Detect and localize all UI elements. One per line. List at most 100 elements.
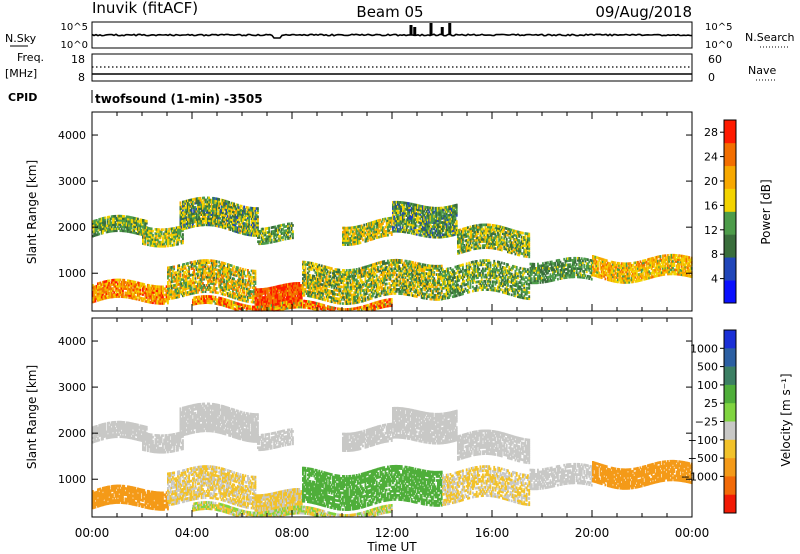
power-cell <box>422 207 424 211</box>
power-cell <box>450 205 453 208</box>
power-cell <box>232 206 234 210</box>
power-cell <box>175 234 178 238</box>
power-cell <box>182 225 184 229</box>
power-cell <box>222 226 224 229</box>
power-cell <box>97 231 99 234</box>
power-cell <box>113 219 116 222</box>
power-cell <box>377 236 379 239</box>
power-cell <box>393 219 396 223</box>
power-cell <box>125 221 128 225</box>
power-cell <box>267 235 269 238</box>
power-cell <box>290 228 293 232</box>
power-cell <box>257 211 259 215</box>
power-cell <box>168 238 171 241</box>
power-cell <box>238 222 241 226</box>
power-cell <box>409 225 412 229</box>
power-cell <box>449 211 452 215</box>
power-cell <box>160 228 163 232</box>
power-cell <box>225 216 228 220</box>
power-cell <box>124 217 127 220</box>
power-cell <box>222 199 224 202</box>
power-cell <box>359 224 362 228</box>
power-cell <box>179 209 182 213</box>
power-cell <box>280 232 283 235</box>
power-cell <box>442 227 444 230</box>
power-cell <box>372 235 374 239</box>
power-cell <box>398 211 401 214</box>
power-cell <box>505 233 508 237</box>
power-cell <box>404 228 407 232</box>
power-cell <box>120 221 123 224</box>
power-cell <box>488 229 491 233</box>
power-cell <box>482 231 484 235</box>
power-cell <box>365 223 368 226</box>
power-cell <box>342 234 344 238</box>
power-cell <box>378 235 381 239</box>
power-cell <box>113 225 116 229</box>
power-cell <box>157 238 159 242</box>
power-cell <box>158 234 161 238</box>
power-cell <box>398 227 401 231</box>
power-cell <box>134 280 137 284</box>
power-cell <box>587 258 589 262</box>
power-cell <box>509 234 512 238</box>
power-cell <box>173 231 176 234</box>
power-cell <box>422 221 424 225</box>
power-cell <box>353 232 356 235</box>
power-cell <box>219 225 222 228</box>
power-cell <box>128 230 131 233</box>
power-cell <box>265 227 268 230</box>
power-cell <box>362 226 364 229</box>
power-cell <box>125 227 128 231</box>
power-cell <box>493 236 496 240</box>
power-cell <box>290 232 293 236</box>
power-cell <box>109 217 112 221</box>
power-cell <box>224 226 227 230</box>
power-cell <box>412 215 414 219</box>
power-cell <box>443 212 446 216</box>
power-cell <box>502 230 504 233</box>
power-cell <box>517 253 519 257</box>
power-cell <box>459 236 462 240</box>
power-cell <box>255 221 258 225</box>
power-cell <box>470 235 473 239</box>
power-cell <box>467 226 469 229</box>
power-cell <box>215 205 218 209</box>
power-cell <box>220 200 223 204</box>
power-cell <box>429 208 432 212</box>
power-cell <box>355 231 358 235</box>
power-cell <box>385 225 388 229</box>
power-cell <box>273 236 276 239</box>
power-cell <box>162 242 164 246</box>
power-cell <box>375 224 378 227</box>
power-cell <box>179 229 182 233</box>
power-cell <box>392 211 394 215</box>
power-cell <box>437 209 439 212</box>
power-cell <box>379 229 382 232</box>
power-cell <box>117 219 119 222</box>
power-cell <box>132 229 134 232</box>
power-cell <box>182 209 184 212</box>
power-cell <box>494 224 497 228</box>
power-cell <box>292 232 294 236</box>
power-cell <box>212 219 214 223</box>
power-cell <box>530 273 533 276</box>
power-cell <box>238 227 241 230</box>
power-cell <box>505 239 508 243</box>
power-cell <box>215 214 218 217</box>
power-cell <box>237 203 239 207</box>
power-cell <box>489 236 492 239</box>
power-cell <box>527 251 529 254</box>
power-cell <box>450 211 453 214</box>
power-cell <box>185 218 188 222</box>
power-cell <box>530 269 533 272</box>
power-cell <box>442 223 444 226</box>
power-cell <box>259 240 262 243</box>
power-cell <box>372 237 374 241</box>
power-cell <box>392 227 394 231</box>
power-cell <box>483 238 486 241</box>
power-cell <box>500 236 503 239</box>
power-cell <box>400 205 403 208</box>
power-cell <box>447 218 449 221</box>
power-cell <box>265 241 268 245</box>
